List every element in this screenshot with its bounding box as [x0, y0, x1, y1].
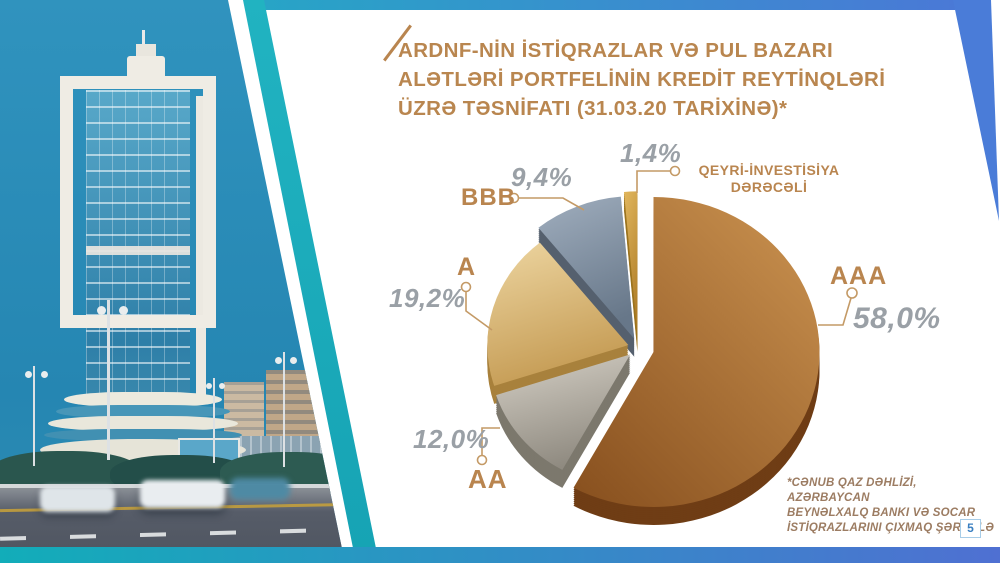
street-lamp-pole [283, 352, 285, 467]
tower-pillar [196, 96, 206, 396]
pie-slice-A [487, 242, 629, 386]
street-lamp-head [206, 383, 212, 389]
street-lamp-pole [107, 300, 110, 460]
value-aaa: 58,0% [853, 302, 941, 335]
car [140, 480, 225, 508]
top-gradient-bar [250, 0, 955, 10]
label-aaa: AAA [830, 262, 888, 290]
leader-aaa [818, 297, 852, 326]
slide-title: ARDNF-NİN İSTİQRAZLAR VƏ PUL BAZARI ALƏT… [398, 39, 886, 120]
pie-slice-AA [496, 354, 631, 470]
tower-antenna-tip [136, 44, 156, 58]
leader-a [465, 292, 493, 331]
tower-frame [60, 76, 216, 328]
page-number-badge: 5 [960, 519, 981, 538]
car [40, 486, 115, 512]
street-lamp-pole [33, 366, 35, 466]
label-a: A [457, 253, 477, 281]
label-noninvestment: QEYRİ-İNVESTİSİYA DƏRƏCƏLİ [698, 162, 840, 195]
leader-lines [460, 165, 858, 466]
street-lamp-head [119, 306, 128, 315]
leader-dot-noninvestment [669, 165, 681, 177]
leader-dot-bbb [508, 192, 520, 204]
background-building-2 [224, 382, 264, 444]
value-aa: 12,0% [413, 424, 490, 454]
car [230, 478, 290, 500]
leader-dot-aa [476, 454, 488, 466]
base-building-glass [56, 405, 230, 418]
base-building-band [48, 416, 238, 431]
street-lamp-head [290, 357, 297, 364]
value-noninvestment: 1,4% [620, 138, 682, 168]
street-lamp-head [25, 371, 32, 378]
pie-slices [487, 191, 820, 525]
value-a: 19,2% [389, 283, 466, 313]
label-aa: AA [468, 464, 508, 494]
leader-bbb [519, 197, 585, 211]
leader-aa [481, 427, 500, 455]
leader-dot-a [460, 281, 472, 293]
street-lamp-head [275, 357, 282, 364]
street-lamp-head [97, 306, 106, 315]
street-lamp-head [41, 371, 48, 378]
pie-slice-QEYRİ-İNVESTİSİYA [623, 191, 638, 335]
tower-antenna-base [127, 56, 165, 80]
value-bbb: 9,4% [511, 162, 573, 192]
label-bbb: BBB [461, 184, 516, 211]
leader-dot-aaa [846, 287, 858, 299]
street-lamp-pole [213, 378, 215, 463]
street-lamp-head [219, 383, 225, 389]
pie-slice-AAA [573, 196, 820, 507]
leader-noninvestment [636, 170, 670, 193]
tower-mid-band [86, 246, 190, 255]
base-building-band [64, 392, 222, 407]
pie-slice-BBB [538, 196, 635, 339]
bottom-gradient-bar [0, 547, 1000, 563]
